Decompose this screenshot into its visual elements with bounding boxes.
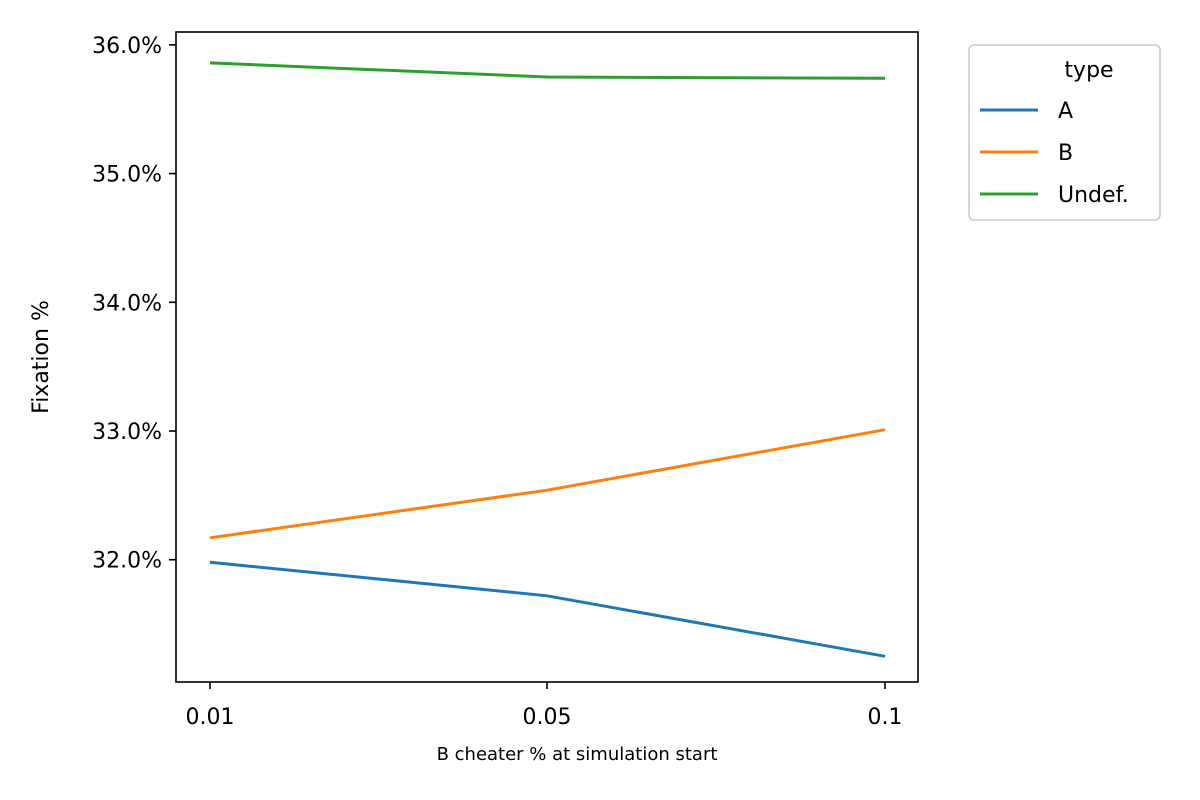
x-axis-label: B cheater % at simulation start xyxy=(437,744,718,765)
x-axis: 0.01 0.05 0.1 xyxy=(186,682,903,730)
x-tick-label: 0.05 xyxy=(523,705,572,730)
legend-title: type xyxy=(1064,58,1113,83)
y-axis: 32.0% 33.0% 34.0% 35.0% 36.0% xyxy=(92,34,176,574)
plot-marks xyxy=(209,61,886,658)
series-line-a xyxy=(209,560,886,658)
y-tick-label: 35.0% xyxy=(92,163,162,188)
legend: type AB Undef. xyxy=(968,44,1161,221)
series-line-b xyxy=(209,428,886,540)
legend-entry-label: Undef. xyxy=(1058,183,1129,208)
y-tick-label: 34.0% xyxy=(92,291,162,316)
legend-box xyxy=(968,44,1161,221)
y-tick-label: 33.0% xyxy=(92,420,162,445)
y-axis-label: Fixation % xyxy=(29,300,54,414)
y-tick-label: 36.0% xyxy=(92,34,162,59)
y-tick-label: 32.0% xyxy=(92,549,162,574)
x-tick-label: 0.1 xyxy=(868,705,903,730)
legend-entry-label: B xyxy=(1058,141,1073,166)
x-tick-label: 0.01 xyxy=(186,705,235,730)
legend-entry-label: A xyxy=(1058,99,1073,124)
series-line-undef xyxy=(209,61,886,80)
